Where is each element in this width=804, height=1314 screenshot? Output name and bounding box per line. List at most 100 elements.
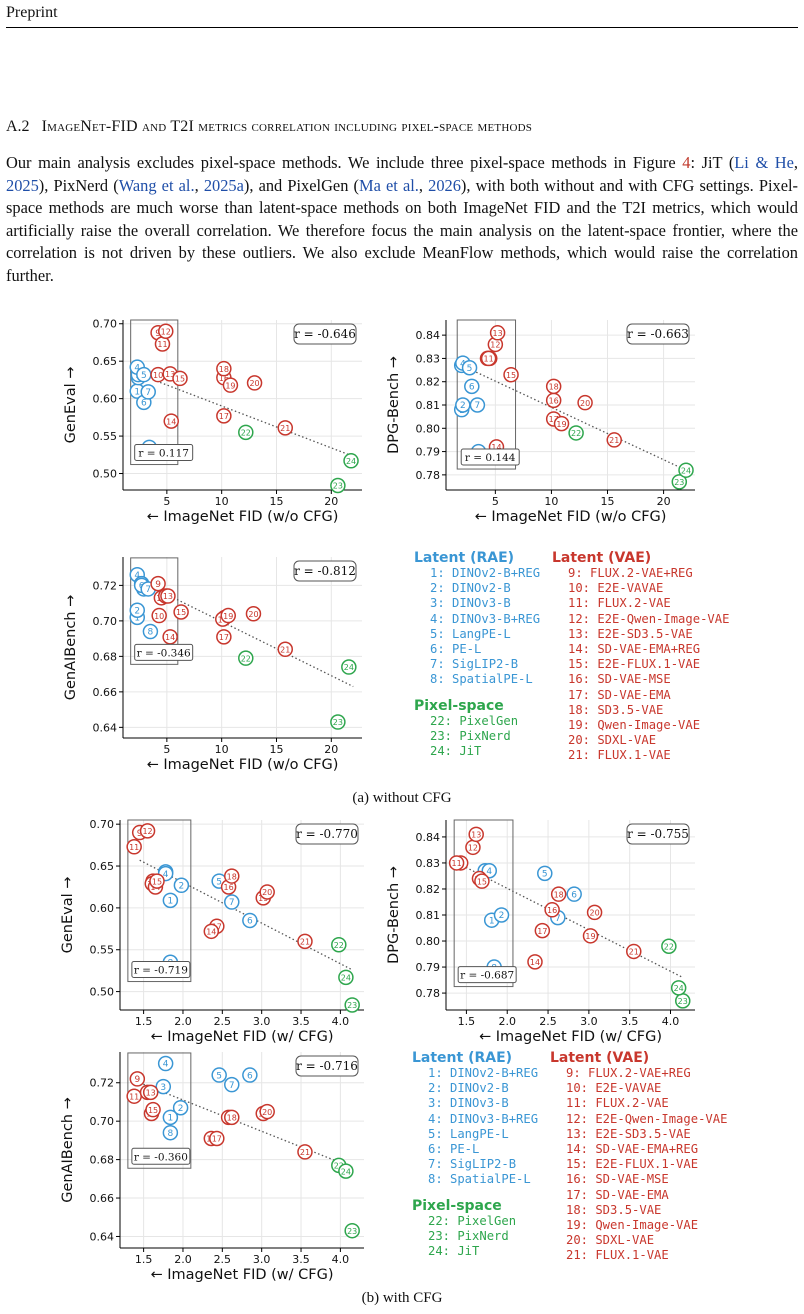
- data-point: 24: [338, 969, 354, 986]
- data-point: 24: [341, 659, 357, 675]
- point-label: 15: [477, 877, 487, 886]
- point-marker: [259, 884, 275, 900]
- point-label: 4: [134, 363, 140, 373]
- r-label-box: [626, 823, 690, 845]
- point-label: 24: [346, 457, 356, 466]
- legend-entry: 18: SD3.5-VAE: [568, 702, 664, 717]
- legend-entry: 18: SD3.5-VAE: [566, 1202, 662, 1217]
- chart-panel: 1.5 2.0 2.5 3.0 3.5 4.0 0.64 0.66 0.68 0.70 0.72 ← …: [60, 1052, 364, 1283]
- legend-entry: 20: SDXL-VAE: [568, 733, 657, 748]
- point-marker: [158, 323, 174, 339]
- citation-year-link[interactable]: 2025a: [203, 175, 244, 195]
- legend-entry: 11: FLUX.2-VAE: [566, 1096, 669, 1111]
- point-marker: [142, 623, 159, 640]
- data-point: 21: [297, 1144, 313, 1160]
- point-label: 4: [163, 870, 169, 880]
- data-point: 23: [330, 714, 346, 730]
- point-label: 6: [141, 399, 147, 409]
- x-tick-label: 3.5: [292, 1015, 310, 1028]
- inset-r-label: r = 0.144: [465, 452, 516, 464]
- point-label: 15: [176, 608, 186, 617]
- point-label: 7: [229, 1081, 235, 1091]
- legend-rae-column: Latent (RAE) 1: DINOv2-B+REG 2: DINOv2-B 3…: [412, 550, 540, 759]
- inset-r-label: r = -0.360: [134, 1151, 188, 1163]
- legend-rae-column: Latent (RAE) 1: DINOv2-B+REG 2: DINOv2-B 3…: [410, 1050, 538, 1259]
- inset-r-label: r = 0.117: [138, 448, 189, 460]
- data-point: 5: [537, 865, 553, 882]
- point-marker: [149, 873, 165, 889]
- point-marker: [151, 607, 167, 624]
- data-point: 5: [136, 366, 152, 383]
- r-label: r = -0.663: [627, 327, 689, 341]
- data-point: 19: [553, 415, 570, 432]
- citation-year-link[interactable]: 2026: [428, 175, 461, 195]
- y-tick-label: 0.72: [90, 1077, 115, 1090]
- point-marker: [606, 432, 622, 448]
- point-marker: [461, 359, 478, 376]
- data-point: 19: [582, 928, 599, 944]
- point-marker: [338, 969, 354, 986]
- data-point: 2: [173, 877, 190, 894]
- point-marker: [493, 907, 510, 923]
- figure-ref-link[interactable]: 4: [682, 153, 691, 172]
- citation-link[interactable]: Ma et al.: [359, 175, 419, 195]
- point-label: 21: [609, 436, 619, 445]
- legend-entry: 16: SD-VAE-MSE: [568, 672, 671, 687]
- legend-entry: 12: E2E-Qwen-Image-VAE: [566, 1111, 728, 1126]
- legend-entry: 14: SD-VAE-EMA+REG: [566, 1142, 699, 1157]
- data-point: 18: [224, 868, 240, 884]
- point-marker: [222, 377, 239, 393]
- point-marker: [344, 1222, 360, 1239]
- point-label: 15: [506, 371, 516, 380]
- data-point: 17: [209, 1130, 225, 1147]
- inset-box: [456, 319, 517, 470]
- legend-entry: 5: LangPE-L: [430, 626, 511, 641]
- legend-vae-title: Latent (VAE): [552, 550, 652, 566]
- point-label: 6: [469, 383, 475, 393]
- x-tick-label: 15: [269, 743, 283, 756]
- x-tick-label: 1.5: [135, 1015, 153, 1028]
- r-label-box: [293, 560, 357, 582]
- point-label: 10: [154, 612, 164, 621]
- point-label: 5: [216, 877, 222, 887]
- x-tick-label: 3.0: [253, 1253, 271, 1266]
- text-run: ), with both without and with CFG settin…: [6, 175, 798, 285]
- legend-entry: 19: Qwen-Image-VAE: [568, 718, 701, 733]
- legend-entry: 6: PE-L: [428, 1142, 480, 1157]
- citation-link[interactable]: Wang et al.: [118, 175, 195, 195]
- legend-entry: 13: E2E-SD3.5-VAE: [566, 1126, 691, 1141]
- point-marker: [297, 933, 313, 950]
- point-marker: [173, 877, 190, 894]
- citation-year-link[interactable]: 2025: [6, 175, 39, 195]
- data-point: 21: [606, 432, 622, 448]
- point-marker: [129, 1071, 146, 1087]
- data-point: 2: [455, 397, 471, 413]
- text-run: : JiT (: [690, 153, 735, 172]
- point-marker: [544, 902, 560, 918]
- r-label: r = -0.755: [627, 827, 689, 841]
- x-tick-label: 10: [215, 495, 229, 508]
- x-tick-label: 15: [601, 495, 615, 508]
- x-tick-label: 3.0: [580, 1015, 598, 1028]
- point-label: 1: [134, 387, 140, 397]
- y-tick-label: 0.65: [93, 355, 118, 368]
- y-tick-label: 0.79: [416, 961, 441, 974]
- data-point: 15: [145, 1101, 161, 1118]
- legend-entry: 10: E2E-VAVAE: [566, 1081, 662, 1096]
- point-label: 14: [530, 958, 540, 967]
- data-point: 22: [568, 425, 584, 441]
- y-tick-label: 0.84: [416, 831, 441, 844]
- data-point: 22: [331, 936, 347, 953]
- x-tick-label: 1.5: [135, 1253, 153, 1266]
- x-tick-label: 2.5: [539, 1015, 557, 1028]
- data-point: 22: [238, 424, 254, 441]
- point-marker: [172, 370, 188, 387]
- point-label: 4: [163, 1060, 169, 1070]
- point-marker: [341, 659, 357, 675]
- x-tick-label: 10: [215, 743, 229, 756]
- r-label-box: [626, 323, 690, 345]
- data-point: 7: [469, 397, 486, 413]
- data-point: 13: [489, 325, 506, 341]
- point-label: 12: [490, 341, 500, 350]
- citation-link[interactable]: Li & He: [734, 153, 794, 172]
